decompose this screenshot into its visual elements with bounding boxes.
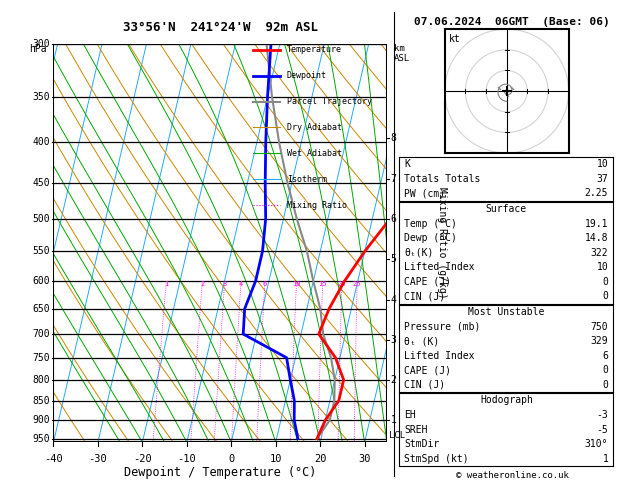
- Text: -3: -3: [596, 410, 608, 420]
- Text: 850: 850: [32, 396, 50, 405]
- Text: 6: 6: [603, 351, 608, 361]
- Text: LCL: LCL: [389, 431, 405, 439]
- Text: 1: 1: [391, 416, 396, 425]
- Text: CIN (J): CIN (J): [404, 292, 445, 301]
- Text: Isotherm: Isotherm: [287, 175, 327, 184]
- Text: 550: 550: [32, 246, 50, 257]
- Text: Dewpoint / Temperature (°C): Dewpoint / Temperature (°C): [124, 466, 316, 479]
- Text: 700: 700: [32, 329, 50, 339]
- Text: 3: 3: [391, 335, 396, 345]
- Text: 750: 750: [591, 322, 608, 331]
- Text: 19.1: 19.1: [585, 219, 608, 228]
- Text: 300: 300: [32, 39, 50, 49]
- Text: 500: 500: [32, 214, 50, 224]
- Text: 30: 30: [359, 454, 371, 464]
- Text: CAPE (J): CAPE (J): [404, 277, 452, 287]
- Text: -40: -40: [44, 454, 63, 464]
- Text: 10: 10: [269, 454, 282, 464]
- Text: Lifted Index: Lifted Index: [404, 262, 475, 272]
- Text: km
ASL: km ASL: [394, 44, 409, 63]
- Text: 900: 900: [32, 415, 50, 425]
- Text: Mixing Ratio: Mixing Ratio: [287, 201, 347, 209]
- Text: 2.25: 2.25: [585, 189, 608, 198]
- Text: 6: 6: [391, 214, 396, 224]
- Text: Dewp (°C): Dewp (°C): [404, 233, 457, 243]
- Text: Most Unstable: Most Unstable: [468, 307, 545, 317]
- Text: Surface: Surface: [486, 204, 527, 214]
- Text: 8: 8: [391, 133, 396, 143]
- Text: © weatheronline.co.uk: © weatheronline.co.uk: [455, 471, 569, 480]
- Text: θₜ(K): θₜ(K): [404, 248, 434, 258]
- Text: 1: 1: [603, 454, 608, 464]
- Text: -20: -20: [133, 454, 152, 464]
- Text: EH: EH: [404, 410, 416, 420]
- Text: 10: 10: [596, 262, 608, 272]
- Text: Pressure (mb): Pressure (mb): [404, 322, 481, 331]
- Text: Totals Totals: Totals Totals: [404, 174, 481, 184]
- Text: 37: 37: [596, 174, 608, 184]
- Text: StmSpd (kt): StmSpd (kt): [404, 454, 469, 464]
- Text: 600: 600: [32, 276, 50, 286]
- Text: Lifted Index: Lifted Index: [404, 351, 475, 361]
- Text: 322: 322: [591, 248, 608, 258]
- Text: CIN (J): CIN (J): [404, 380, 445, 390]
- Text: CAPE (J): CAPE (J): [404, 365, 452, 375]
- Text: 329: 329: [591, 336, 608, 346]
- Text: 25: 25: [353, 281, 362, 287]
- Text: -10: -10: [177, 454, 196, 464]
- Text: 20: 20: [314, 454, 326, 464]
- Text: 1: 1: [164, 281, 169, 287]
- Text: θₜ (K): θₜ (K): [404, 336, 440, 346]
- Text: K: K: [404, 159, 410, 169]
- Text: 10: 10: [596, 159, 608, 169]
- Text: StmDir: StmDir: [404, 439, 440, 449]
- Text: 400: 400: [32, 138, 50, 147]
- Text: 15: 15: [318, 281, 327, 287]
- Text: 0: 0: [603, 292, 608, 301]
- Text: 20: 20: [338, 281, 346, 287]
- Text: 07.06.2024  06GMT  (Base: 06): 07.06.2024 06GMT (Base: 06): [414, 17, 610, 27]
- Text: Dry Adiabat: Dry Adiabat: [287, 123, 342, 132]
- Text: 950: 950: [32, 434, 50, 444]
- Text: 7: 7: [391, 174, 396, 184]
- Text: Dewpoint: Dewpoint: [287, 71, 327, 80]
- Text: 3: 3: [223, 281, 227, 287]
- Text: 650: 650: [32, 304, 50, 313]
- Text: 350: 350: [32, 91, 50, 102]
- Text: 800: 800: [32, 375, 50, 385]
- Text: PW (cm): PW (cm): [404, 189, 445, 198]
- Text: SREH: SREH: [404, 425, 428, 434]
- Text: -5: -5: [596, 425, 608, 434]
- Text: kt: kt: [448, 34, 460, 44]
- Text: 2: 2: [391, 375, 396, 385]
- Text: 14.8: 14.8: [585, 233, 608, 243]
- Text: 0: 0: [603, 380, 608, 390]
- Text: 310°: 310°: [585, 439, 608, 449]
- Text: 6: 6: [263, 281, 267, 287]
- Text: -30: -30: [89, 454, 108, 464]
- Text: 10: 10: [292, 281, 301, 287]
- Text: 0: 0: [603, 277, 608, 287]
- Text: Temp (°C): Temp (°C): [404, 219, 457, 228]
- Text: Parcel Trajectory: Parcel Trajectory: [287, 97, 372, 106]
- Text: 750: 750: [32, 353, 50, 363]
- Text: 5: 5: [391, 254, 396, 264]
- Text: 4: 4: [391, 295, 396, 305]
- Text: hPa: hPa: [29, 44, 47, 54]
- Text: 33°56'N  241°24'W  92m ASL: 33°56'N 241°24'W 92m ASL: [123, 21, 318, 34]
- Text: Wet Adiabat: Wet Adiabat: [287, 149, 342, 158]
- Text: 4: 4: [239, 281, 243, 287]
- Text: 0: 0: [228, 454, 235, 464]
- Text: Hodograph: Hodograph: [480, 396, 533, 405]
- Text: Temperature: Temperature: [287, 45, 342, 54]
- Text: 0: 0: [603, 365, 608, 375]
- Text: 2: 2: [200, 281, 204, 287]
- Text: 450: 450: [32, 178, 50, 188]
- Text: Mixing Ratio (g/kg): Mixing Ratio (g/kg): [437, 187, 447, 299]
